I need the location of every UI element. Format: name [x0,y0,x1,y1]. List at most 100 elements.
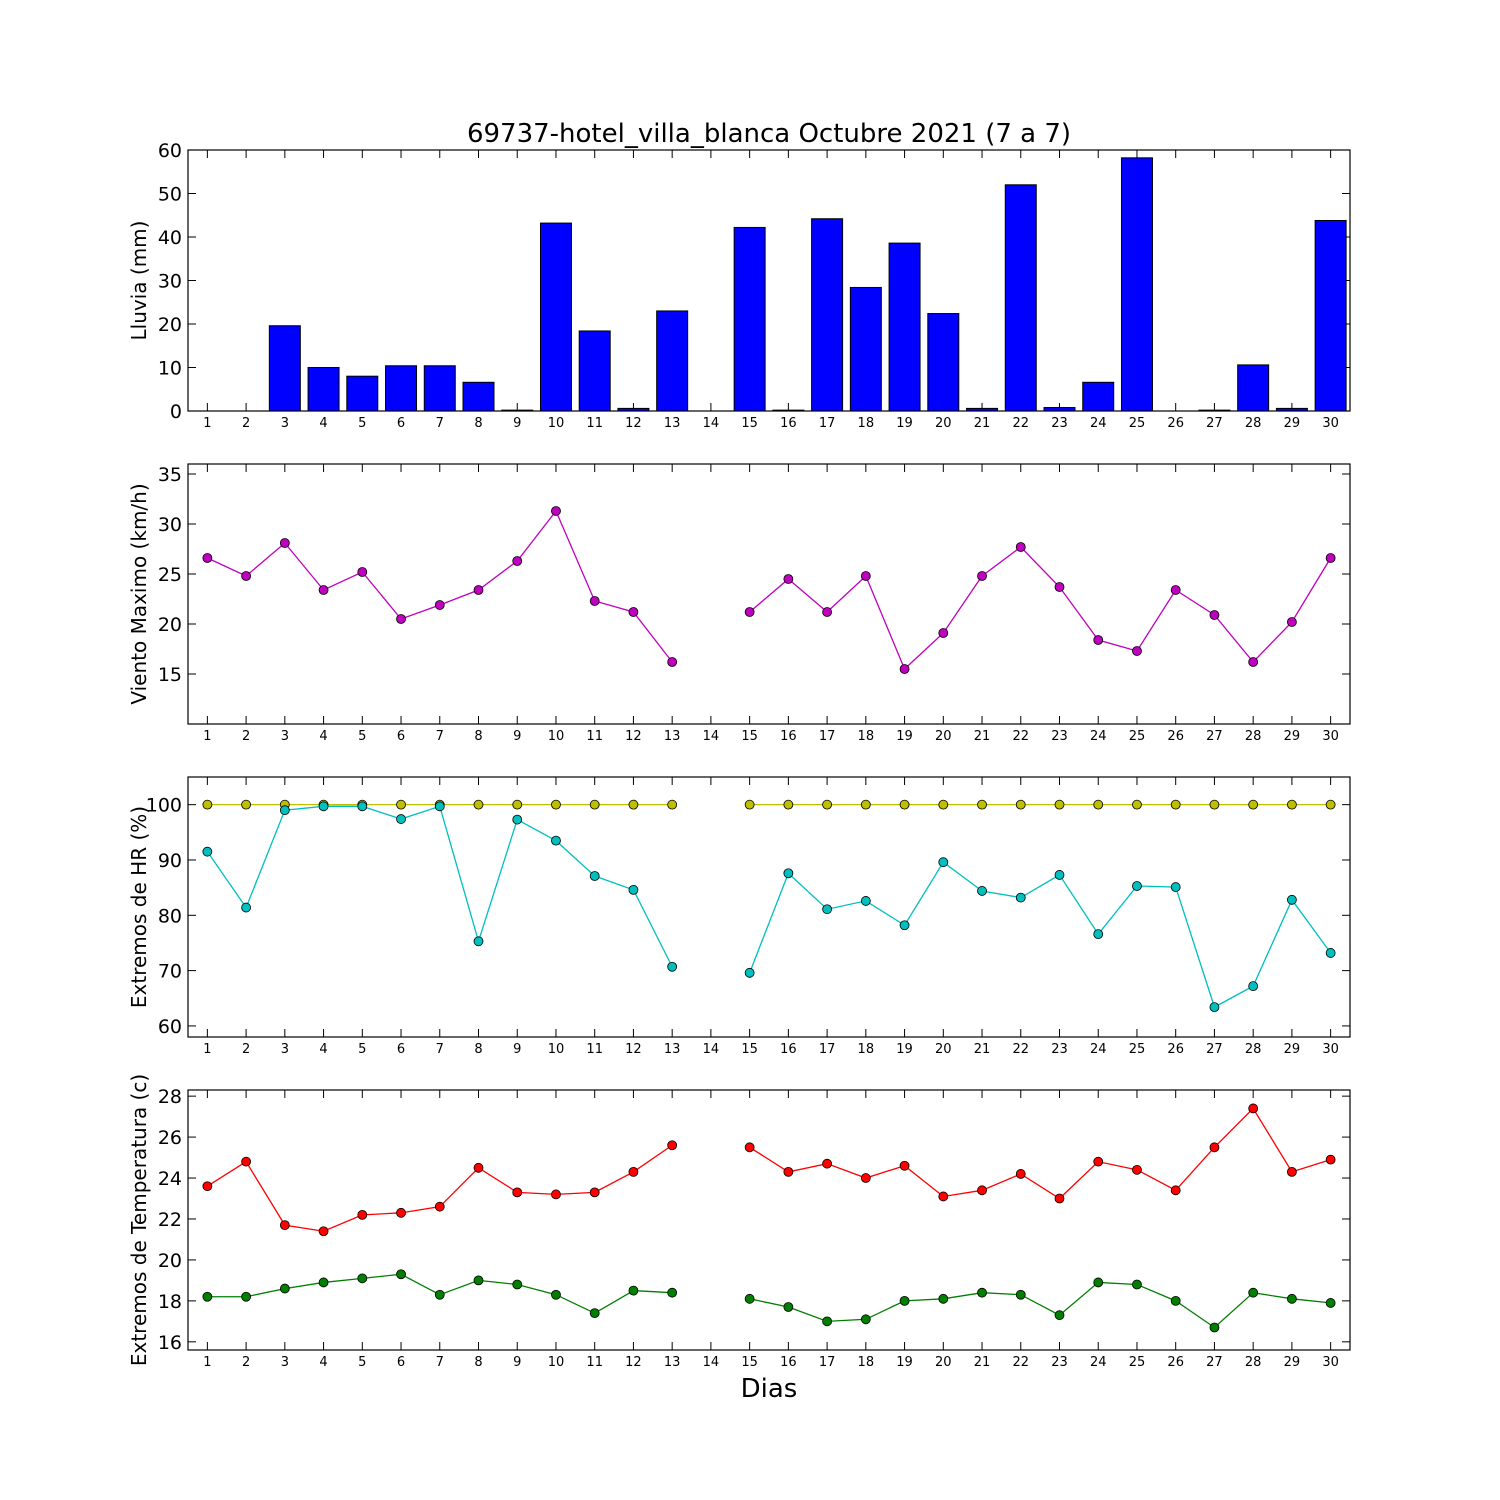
x-tick-label: 25 [1129,1042,1146,1057]
y-tick-label: 60 [158,140,182,162]
series-2-point-day-25 [1132,1279,1142,1290]
x-tick-label: 3 [281,1355,289,1370]
series-1-point-day-30 [1325,799,1336,810]
x-tick-label: 7 [436,729,444,744]
series-2-point-day-3 [279,1283,290,1294]
series-2-point-day-6 [396,814,406,824]
x-tick-label: 19 [896,416,913,431]
series-2-point-day-17 [822,904,832,915]
series-1-point-day-26 [1170,1185,1181,1196]
x-tick-label: 15 [741,729,758,744]
x-tick-label: 23 [1051,1042,1068,1057]
series-1-point-day-15 [744,1142,755,1153]
x-tick-label: 11 [586,416,603,431]
x-tick-label: 19 [896,1042,913,1057]
bar-day-12 [617,407,650,412]
bar-day-5 [346,375,379,412]
series-1-point-day-29 [1287,617,1297,627]
series-2-point-day-18 [860,1314,871,1325]
series-1-point-day-26 [1170,585,1181,595]
series-1-point-day-6 [396,614,406,624]
x-tick-label: 23 [1051,416,1068,431]
series-1-point-day-24 [1093,1156,1104,1167]
series-1-point-day-15 [744,799,755,810]
x-tick-label: 11 [586,1355,603,1370]
x-tick-label: 18 [858,1355,875,1370]
x-tick-label: 24 [1090,1042,1107,1057]
series-1-point-day-10 [551,506,561,516]
x-tick-label: 18 [858,1042,875,1057]
series-1-point-day-5 [357,1209,368,1220]
series-1-point-day-19 [899,664,910,674]
series-1-point-day-23 [1054,799,1065,810]
x-tick-label: 9 [513,1042,521,1057]
x-tick-label: 1 [203,1042,211,1057]
series-1-point-day-11 [589,799,600,810]
series-1-point-day-17 [822,1158,832,1169]
x-tick-label: 16 [780,416,797,431]
x-tick-label: 9 [513,729,521,744]
y-tick-label: 22 [158,1209,182,1231]
x-tick-label: 25 [1129,416,1146,431]
x-tick-label: 20 [935,1355,952,1370]
x-tick-label: 20 [935,729,952,744]
series-2-point-day-27 [1209,1002,1220,1013]
y-tick-label: 90 [158,850,182,872]
x-tick-label: 29 [1284,1042,1301,1057]
x-tick-label: 7 [436,416,444,431]
series-2-point-day-10 [551,835,561,846]
series-1-point-day-11 [589,1187,600,1198]
x-tick-label: 3 [281,416,289,431]
series-1-point-day-16 [783,574,794,584]
x-tick-label: 2 [242,1042,250,1057]
x-tick-label: 26 [1167,729,1184,744]
bar-day-24 [1082,381,1115,412]
y-tick-label: 28 [158,1086,182,1108]
series-2-point-day-8 [473,936,484,947]
x-tick-label: 23 [1051,1355,1068,1370]
x-tick-label: 16 [780,1042,797,1057]
y-tick-label: 20 [158,614,182,636]
series-1-point-day-19 [899,799,910,810]
plot-frame [187,463,1351,725]
series-1-point-day-2 [241,799,252,810]
bar-day-16 [772,409,805,412]
x-tick-label: 20 [935,416,952,431]
series-1-point-day-28 [1248,657,1259,667]
series-1-point-day-27 [1209,1142,1220,1153]
x-tick-label: 14 [703,1355,720,1370]
x-tick-label: 9 [513,1355,521,1370]
series-2-point-day-9 [512,1279,523,1290]
x-tick-label: 17 [819,729,836,744]
x-tick-label: 22 [1012,416,1029,431]
bar-day-25 [1120,157,1153,412]
x-tick-label: 28 [1245,1355,1262,1370]
series-1-point-day-17 [822,607,832,617]
x-tick-label: 11 [586,729,603,744]
x-tick-label: 22 [1012,1355,1029,1370]
series-2-line [749,861,1332,1009]
x-tick-label: 13 [664,1042,681,1057]
x-tick-label: 13 [664,1355,681,1370]
bar-day-22 [1004,184,1037,412]
y-tick-label: 40 [158,227,182,249]
series-1-point-day-23 [1054,582,1065,592]
bar-day-7 [423,365,456,412]
x-tick-label: 25 [1129,729,1146,744]
series-1-point-day-13 [667,1140,678,1151]
x-tick-label: 27 [1206,1042,1223,1057]
series-1-point-day-30 [1325,553,1336,563]
y-tick-label: 30 [158,271,182,293]
x-tick-label: 30 [1322,416,1339,431]
series-1-point-day-9 [512,799,523,810]
series-1-point-day-29 [1287,799,1297,810]
series-1-point-day-21 [977,1185,987,1196]
y-tick-label: 20 [158,1250,182,1272]
y-tick-label: 60 [158,1016,182,1038]
x-tick-label: 2 [242,1355,250,1370]
series-1-point-day-1 [202,799,213,810]
series-1-point-day-7 [434,1201,445,1212]
x-tick-label: 8 [474,1355,482,1370]
